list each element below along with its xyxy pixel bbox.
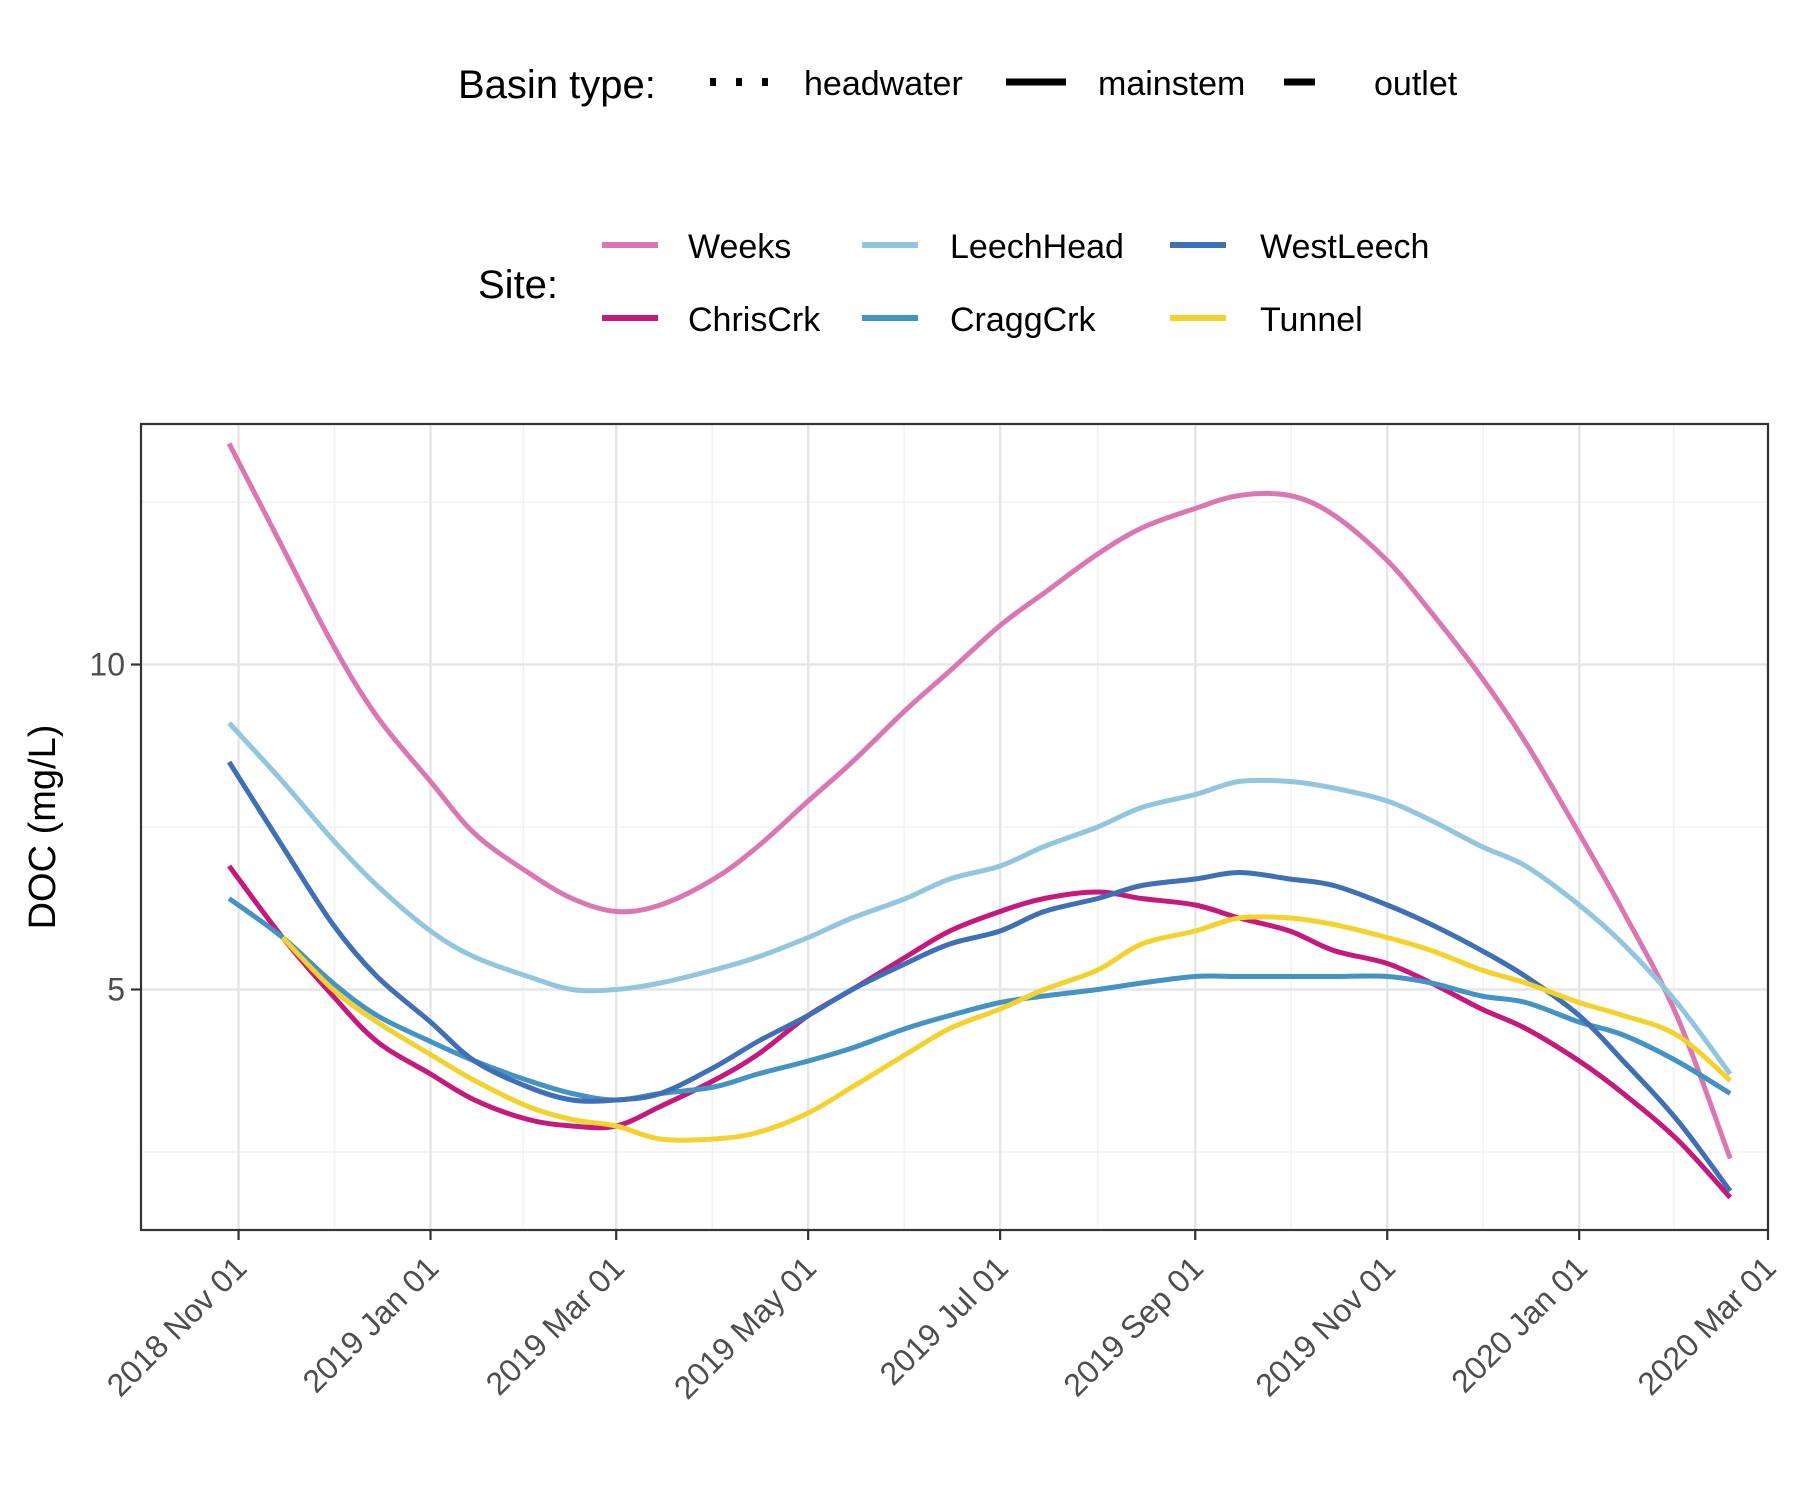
legend-label-headwater: headwater (804, 65, 963, 103)
basin-type-legend-title: Basin type: (458, 63, 656, 107)
series-line-leechhead (227, 721, 1733, 1076)
x-tick-label: 2019 May 01 (667, 1249, 823, 1405)
legend-label-leechhead: LeechHead (950, 228, 1124, 266)
x-tick-label: 2020 Mar 01 (1630, 1249, 1783, 1402)
y-tick-label: 10 (89, 647, 125, 683)
x-tick-label: 2020 Jan 01 (1444, 1249, 1594, 1399)
site-legend: Site: Weeks ChrisCrk LeechHead CraggCrk … (478, 228, 1429, 339)
series-line-tunnel (280, 914, 1732, 1143)
x-tick-label: 2019 Jan 01 (295, 1249, 445, 1399)
basin-type-legend: Basin type: headwater mainstem outlet (458, 63, 1458, 107)
plot-panel (139, 422, 1770, 1232)
legend-label-westleech: WestLeech (1260, 228, 1429, 266)
x-tick-label: 2018 Nov 01 (100, 1249, 254, 1403)
y-tick-label: 5 (107, 972, 125, 1008)
series-lines (226, 442, 1733, 1200)
x-tick-label: 2019 Sep 01 (1056, 1249, 1210, 1403)
x-tick-label: 2019 Jul 01 (873, 1249, 1015, 1391)
legend-label-mainstem: mainstem (1098, 65, 1245, 103)
legend-label-tunnel: Tunnel (1260, 301, 1363, 339)
site-legend-title: Site: (478, 263, 558, 307)
legend-label-craggcrk: CraggCrk (950, 301, 1096, 339)
panel-border (139, 422, 1770, 1232)
series-line-weeks (226, 442, 1733, 1160)
x-tick-label: 2019 Mar 01 (479, 1249, 632, 1402)
y-axis-title: DOC (mg/L) (22, 725, 64, 930)
legend-label-outlet: outlet (1374, 65, 1458, 103)
legend-label-weeks: Weeks (688, 228, 791, 266)
legend-label-chriscrk: ChrisCrk (688, 301, 821, 339)
series-line-westleech (226, 760, 1733, 1193)
x-tick-label: 2019 Nov 01 (1248, 1249, 1402, 1403)
series-line-chriscrk (227, 864, 1733, 1200)
